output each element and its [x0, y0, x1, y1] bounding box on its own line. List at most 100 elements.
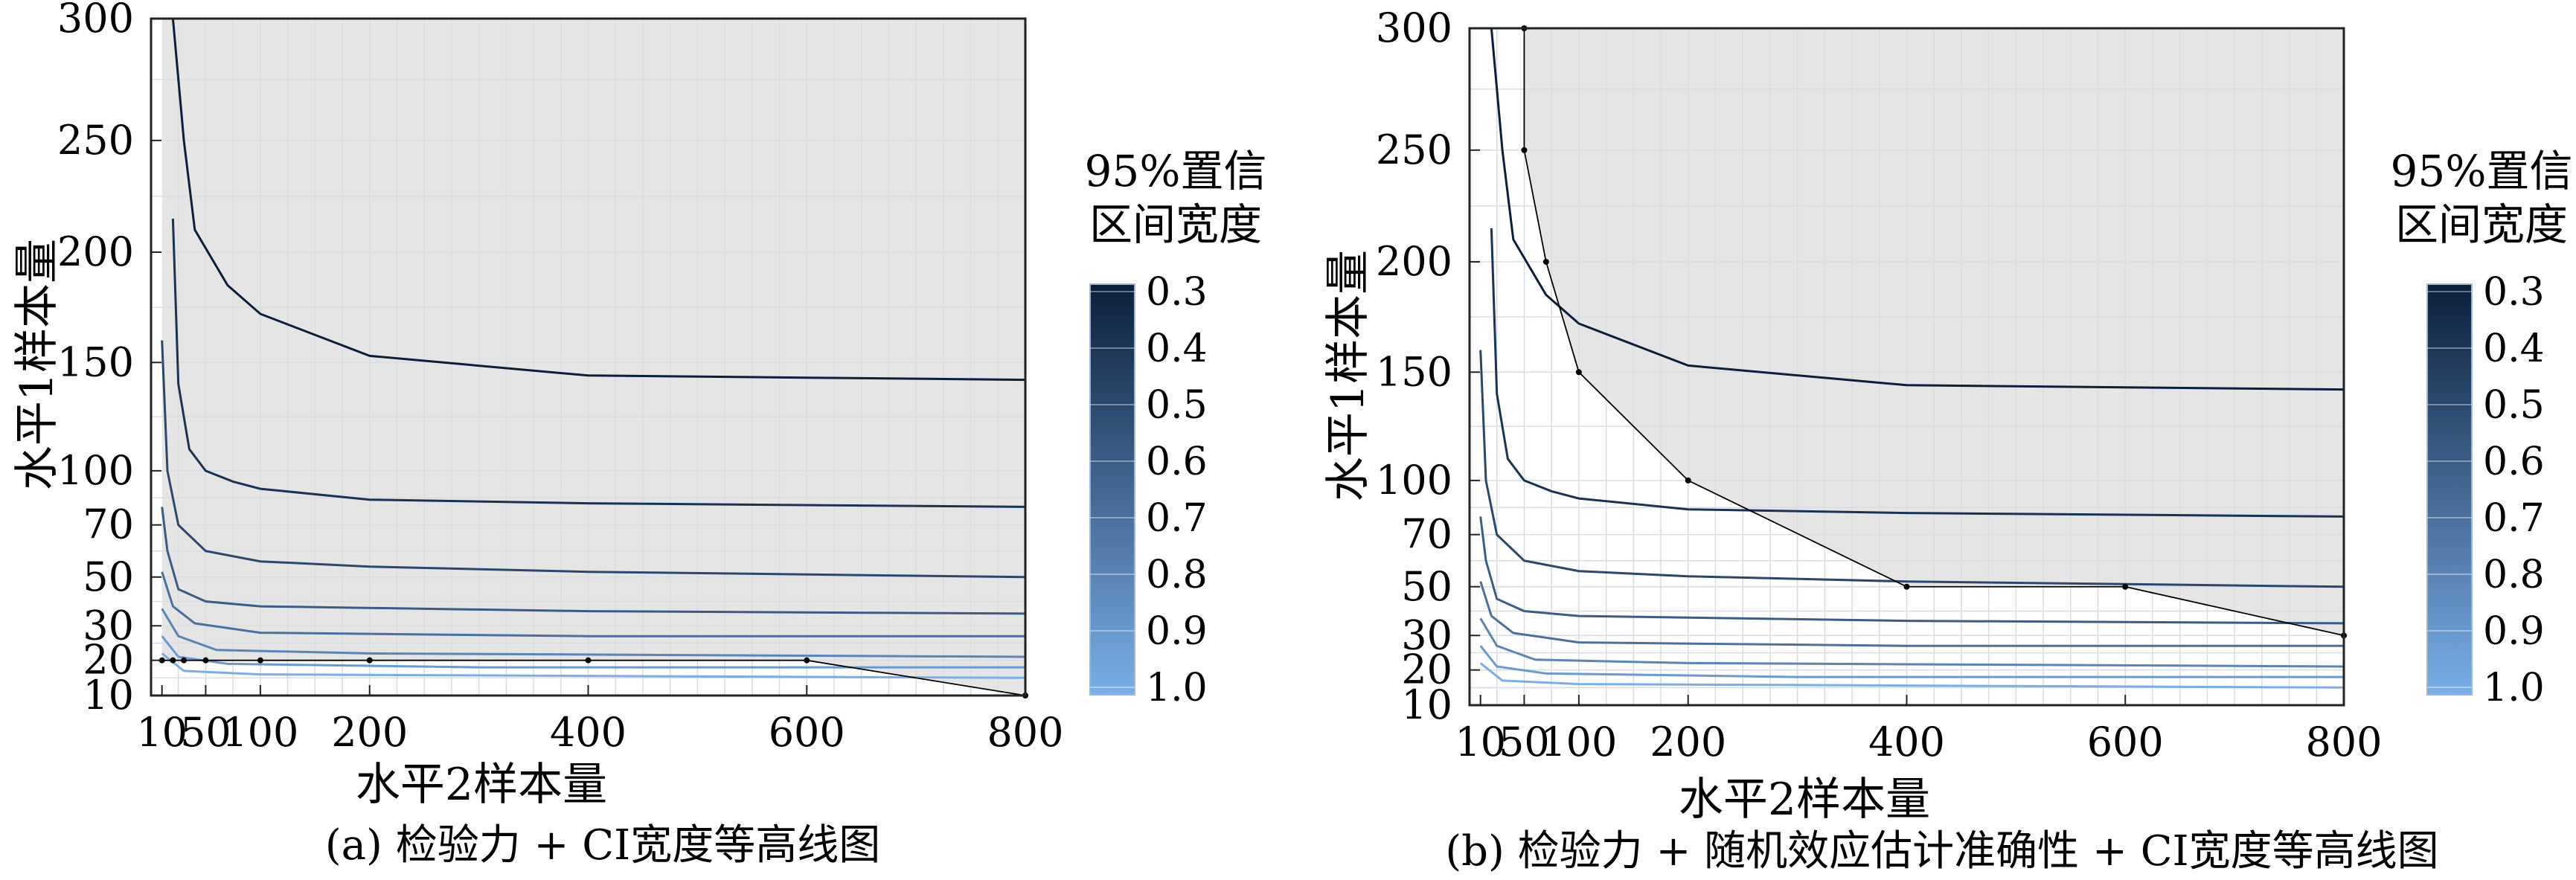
legend-tick-label: 1.0: [1146, 666, 1208, 710]
y-tick-label: 100: [57, 447, 134, 494]
boundary-point: [257, 657, 263, 664]
contour-line-0.3: [1490, 28, 2345, 391]
x-tick-label: 400: [1868, 719, 1945, 765]
legend-b-colorbar: [2426, 283, 2473, 696]
legend-tick-label: 0.3: [1146, 270, 1208, 315]
boundary-point: [1542, 258, 1549, 265]
y-tick-label: 20: [83, 637, 134, 684]
y-tick-label: 300: [1376, 4, 1452, 51]
x-tick-label: 50: [180, 709, 231, 756]
boundary-point: [366, 657, 373, 664]
x-tick-label: 50: [1499, 719, 1550, 765]
legend-tick-label: 0.9: [1146, 609, 1208, 654]
x-tick-label: 10: [136, 709, 188, 756]
panel-b-y-axis-label: 水平1样本量: [1322, 250, 1374, 501]
panel-a-grid: [151, 19, 1025, 696]
legend-tick-label: 0.8: [2483, 553, 2545, 597]
boundary-point: [1685, 477, 1691, 484]
y-tick-label: 250: [57, 117, 134, 164]
y-tick-label: 250: [1376, 126, 1452, 173]
x-tick-label: 600: [769, 709, 845, 756]
legend-a-title-line2: 区间宽度: [1089, 199, 1262, 250]
y-tick-label: 10: [83, 672, 134, 719]
boundary-point: [804, 657, 810, 664]
y-tick-label: 150: [57, 338, 134, 385]
panel-b-caption: (b) 检验力 + 随机效应估计准确性 + CI宽度等高线图: [1445, 827, 2438, 876]
y-tick-label: 30: [83, 602, 134, 649]
x-tick-label: 800: [987, 709, 1063, 756]
panel-b-contours: [1479, 28, 2345, 689]
contour-line-0.6: [1479, 516, 2345, 625]
boundary-point: [158, 657, 165, 664]
boundary-line: [1523, 28, 2345, 637]
legend-a-colorbar: [1089, 283, 1135, 696]
legend-tick-label: 0.9: [2483, 609, 2545, 654]
x-tick-label: 100: [222, 709, 298, 756]
contour-line-0.9: [1479, 645, 2344, 678]
y-tick-label: 20: [1401, 646, 1452, 693]
boundary-point: [202, 657, 209, 664]
legend-tick-label: 0.6: [1146, 440, 1208, 484]
y-tick-label: 100: [1376, 457, 1452, 504]
x-tick-label: 200: [1650, 719, 1726, 765]
contour-line-0.3: [171, 18, 1026, 382]
legend-tick-label: 0.6: [2483, 440, 2545, 484]
legend-a-title-line1: 95%置信: [1085, 146, 1267, 196]
legend-tick-label: 0.4: [2483, 327, 2545, 371]
y-tick-label: 10: [1401, 681, 1452, 728]
panel-a-shade: [161, 19, 1025, 696]
contour-line-0.8: [1479, 617, 2345, 668]
y-tick-label: 30: [1401, 611, 1452, 658]
panel-b-boundary: [1521, 25, 2347, 639]
legend-b-title-line1: 95%置信: [2391, 146, 2573, 196]
shaded-region: [161, 19, 1025, 696]
legend-b: 95%置信 区间宽度 0.3 0.4 0.5 0.6 0.7 0.8 0.9 1.0: [2391, 146, 2573, 710]
panel-a-caption: (a) 检验力 + CI宽度等高线图: [325, 821, 880, 870]
legend-tick-label: 1.0: [2483, 666, 2545, 710]
contour-line-1: [1479, 662, 2345, 689]
y-tick-label: 50: [1401, 563, 1452, 610]
panel-a-x-axis-label: 水平2样本量: [356, 759, 607, 811]
legend-b-ticks: 0.3 0.4 0.5 0.6 0.7 0.8 0.9 1.0: [2427, 270, 2545, 710]
legend-a: 95%置信 区间宽度 0.3 0.4 0.5 0.6 0.7 0.8 0.9 1.0: [1085, 146, 1267, 710]
y-tick-label: 70: [83, 501, 134, 548]
boundary-point: [181, 657, 188, 664]
x-tick-label: 200: [331, 709, 408, 756]
contour-line-0.8: [161, 608, 1026, 658]
legend-tick-label: 0.4: [1146, 327, 1208, 371]
legend-tick-label: 0.8: [1146, 553, 1208, 597]
boundary-point: [585, 657, 592, 664]
y-tick-label: 300: [57, 0, 134, 42]
panel-a-y-axis-label: 水平1样本量: [11, 239, 63, 490]
y-tick-label: 200: [1376, 238, 1452, 285]
contour-line-0.4: [1490, 228, 2345, 518]
boundary-point: [2122, 583, 2129, 590]
contour-line-0.5: [161, 340, 1026, 579]
x-tick-label: 100: [1540, 719, 1617, 765]
boundary-point: [1575, 369, 1582, 376]
y-tick-label: 70: [1401, 511, 1452, 558]
legend-tick-label: 0.7: [1146, 496, 1208, 541]
legend-a-ticks: 0.3 0.4 0.5 0.6 0.7 0.8 0.9 1.0: [1090, 270, 1208, 710]
legend-tick-label: 0.5: [1146, 383, 1208, 428]
boundary-point: [1903, 583, 1910, 590]
boundary-point: [1521, 147, 1528, 153]
panel-a-contours: [161, 18, 1026, 679]
x-tick-label: 10: [1455, 719, 1506, 765]
contour-line-0.7: [161, 571, 1025, 637]
y-tick-label: 150: [1376, 348, 1452, 395]
panel-a-boundary: [158, 657, 1028, 698]
contour-line-0.6: [161, 507, 1026, 615]
contour-line-0.9: [161, 635, 1025, 669]
boundary-point: [170, 657, 176, 664]
legend-tick-label: 0.5: [2483, 383, 2545, 428]
contour-line-0.7: [1479, 581, 2344, 647]
y-tick-label: 200: [57, 228, 134, 275]
x-tick-label: 600: [2087, 719, 2164, 765]
